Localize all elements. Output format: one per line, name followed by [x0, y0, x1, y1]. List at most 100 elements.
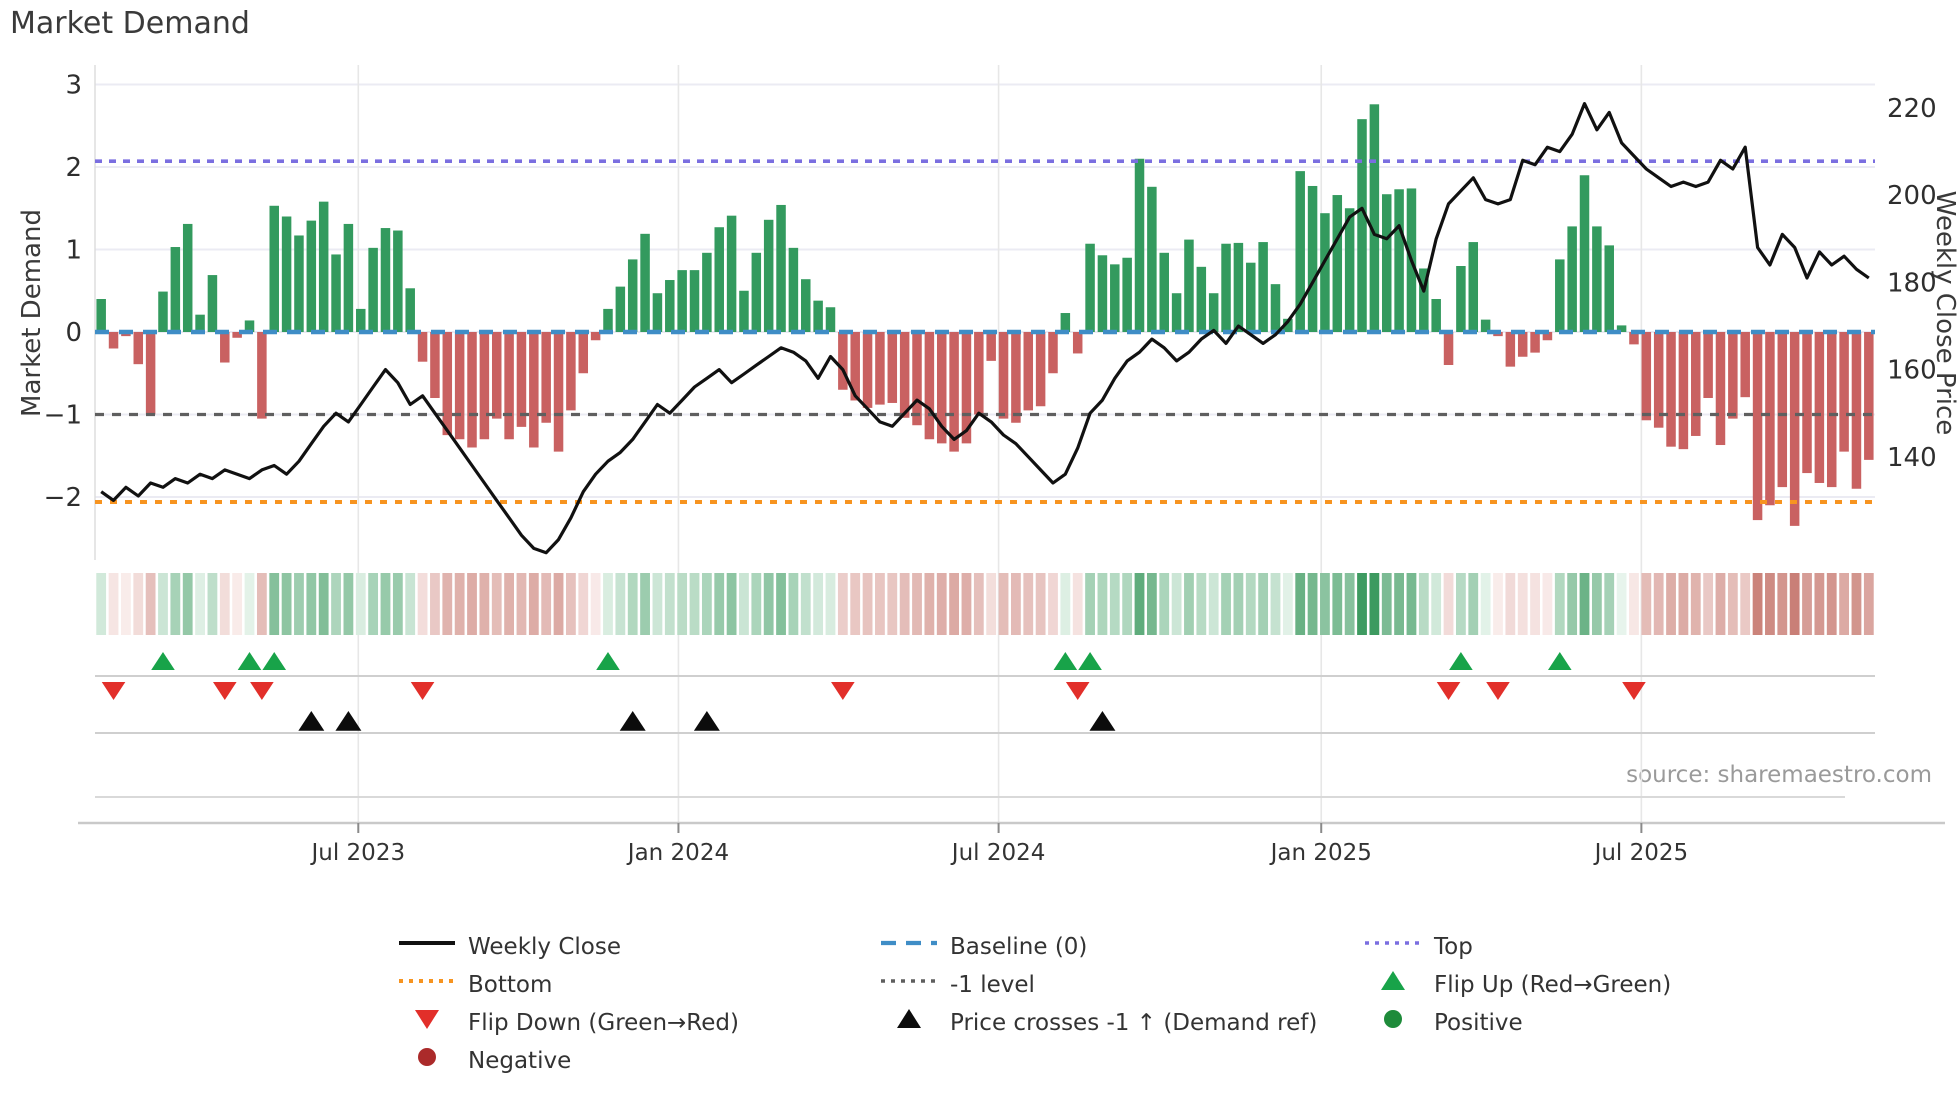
heat-cell — [121, 573, 131, 635]
flip-down-marker — [410, 682, 435, 700]
heat-cell — [813, 573, 824, 635]
heat-cell — [553, 573, 564, 635]
demand-bar-positive — [158, 291, 168, 332]
heat-cell — [1233, 573, 1244, 635]
demand-bar-positive — [1344, 208, 1355, 332]
legend-entry: Negative — [396, 1044, 571, 1078]
demand-bar-positive — [380, 228, 391, 332]
demand-bar-negative — [467, 332, 477, 448]
demand-bar-negative — [838, 332, 848, 390]
baseline-dash-icon — [881, 940, 937, 946]
heat-cell — [627, 573, 638, 635]
legend-entry: Top — [1362, 930, 1473, 964]
demand-bar-negative — [912, 332, 922, 426]
x-axis-tick: Jan 2024 — [626, 840, 729, 866]
heat-cell — [689, 573, 700, 635]
demand-bar-negative — [1443, 332, 1454, 365]
heat-cell — [454, 573, 465, 635]
demand-bar-negative — [590, 332, 601, 341]
demand-bar-positive — [665, 280, 675, 332]
heat-cell — [1418, 573, 1429, 635]
heat-cell — [269, 573, 280, 635]
heat-cell — [973, 573, 984, 635]
heat-cell — [1604, 573, 1615, 635]
heat-cell — [1629, 573, 1639, 635]
heat-cell — [306, 573, 317, 635]
flip-up-marker — [1078, 652, 1102, 670]
axis: 3 2 1 0 −1 −2 220 200 180 160 140 Jul 2023 Jan 2024 J… — [44, 71, 1945, 866]
heat-cell — [1863, 573, 1874, 635]
heat-cell — [1653, 573, 1664, 635]
heat-cell — [1765, 573, 1775, 635]
heat-cell — [430, 573, 440, 635]
demand-bar-positive — [1431, 299, 1441, 332]
heat-cell — [1517, 573, 1528, 635]
heat-cell — [949, 573, 959, 635]
flip-up-icon — [1381, 971, 1405, 990]
demand-bar-negative — [1839, 332, 1849, 452]
demand-bar-negative — [899, 332, 910, 418]
heat-cell — [1715, 573, 1726, 635]
demand-bar-positive — [1357, 119, 1367, 333]
heat-cell — [1134, 573, 1145, 635]
demand-bar-negative — [1814, 332, 1825, 483]
heat-cell — [652, 573, 663, 635]
heat-cell — [1443, 573, 1454, 635]
heat-cell — [1678, 573, 1689, 635]
demand-bar-positive — [776, 204, 786, 332]
demand-bar-negative — [1629, 332, 1639, 345]
demand-bar-negative — [986, 332, 996, 361]
demand-bar-positive — [1307, 185, 1318, 332]
heat-cell — [726, 573, 737, 635]
demand-bar-positive — [195, 314, 205, 332]
demand-bar-positive — [356, 308, 366, 332]
source-credit: source: sharemaestro.com — [1626, 762, 1932, 788]
legend-label: Negative — [468, 1048, 572, 1074]
heat-cell — [1011, 573, 1021, 635]
legend-label: -1 level — [950, 972, 1035, 998]
heat-cell — [368, 573, 379, 635]
heat-cell — [504, 573, 514, 635]
heat-cell — [219, 573, 230, 635]
demand-bar-positive — [677, 270, 687, 332]
legend-entry: Weekly Close — [396, 930, 621, 964]
left-axis-tick: −2 — [44, 483, 82, 513]
positive-icon — [1384, 1010, 1402, 1028]
heat-cell — [1369, 573, 1380, 635]
heat-cell — [1690, 573, 1701, 635]
heat-cell — [1468, 573, 1479, 635]
demand-bar-positive — [393, 230, 403, 332]
heat-cell — [232, 573, 243, 635]
heat-cell — [467, 573, 477, 635]
demand-bar-negative — [442, 332, 453, 436]
demand-bar-positive — [1233, 242, 1244, 332]
demand-bar-negative — [1703, 332, 1713, 398]
heat-cell — [615, 573, 626, 635]
heat-cell — [1777, 573, 1788, 635]
left-axis-tick: 1 — [65, 236, 82, 266]
heat-cell — [1666, 573, 1676, 635]
heat-cell — [887, 573, 898, 635]
price-cross-icon — [897, 1009, 921, 1028]
demand-bar-positive — [368, 247, 378, 332]
demand-bar-negative — [862, 332, 873, 408]
heat-cell — [1208, 573, 1219, 635]
legend-label: Top — [1434, 934, 1473, 960]
heat-cell — [566, 573, 576, 635]
x-axis-tick: Jan 2025 — [1269, 840, 1372, 866]
demand-bar-positive — [1085, 243, 1095, 332]
gridlines — [94, 65, 1875, 823]
heat-cell — [739, 573, 749, 635]
heat-cell — [837, 573, 848, 635]
demand-bar-positive — [1122, 257, 1132, 332]
page-title: Market Demand — [10, 6, 250, 41]
heat-cell — [1752, 573, 1763, 635]
heat-cell — [1567, 573, 1578, 635]
heat-cell — [528, 573, 539, 635]
demand-bar-negative — [430, 332, 440, 398]
demand-bar-negative — [1826, 332, 1837, 488]
heat-cell — [1245, 573, 1256, 635]
heat-cell — [800, 573, 811, 635]
heat-cell — [96, 573, 107, 635]
